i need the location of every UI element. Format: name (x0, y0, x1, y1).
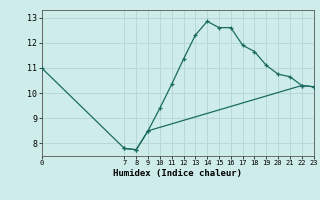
X-axis label: Humidex (Indice chaleur): Humidex (Indice chaleur) (113, 169, 242, 178)
